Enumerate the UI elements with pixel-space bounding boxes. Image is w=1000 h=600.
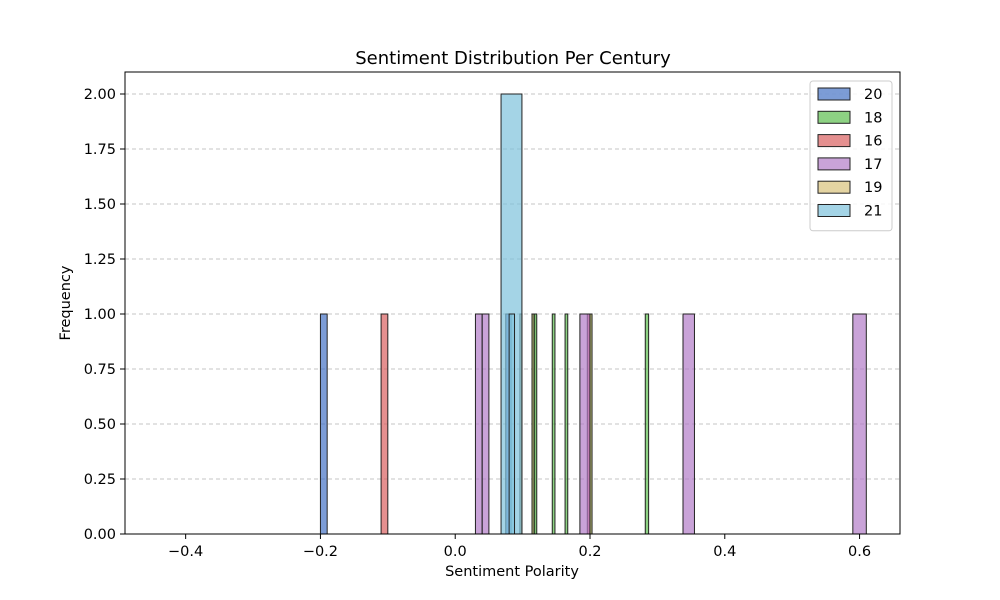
bar-16 (380, 313, 389, 535)
legend-label-17: 17 (864, 157, 882, 173)
legend-swatch-17 (817, 157, 851, 171)
legend-label-21: 21 (864, 204, 882, 220)
y-tick-label: 0.25 (84, 472, 116, 488)
y-tick-label: 1.50 (84, 197, 116, 213)
legend: 20 18 16 17 19 21 (809, 80, 893, 232)
y-tick-label: 1.00 (84, 307, 116, 323)
y-tick-label: 0.75 (84, 362, 116, 378)
plot-frame (124, 71, 901, 535)
y-tick-label: 0.50 (84, 417, 116, 433)
legend-swatch-18 (817, 110, 851, 124)
x-tick-label: −0.4 (168, 544, 203, 560)
y-tick-label: 0.00 (84, 527, 116, 543)
bar-18 (564, 313, 569, 535)
legend-swatch-21 (817, 204, 851, 217)
bar-17 (852, 313, 867, 535)
bar-21 (508, 313, 516, 535)
y-tick-label: 2.00 (84, 87, 116, 103)
bars (319, 93, 867, 535)
legend-swatch-19 (817, 180, 851, 194)
bar-17 (579, 313, 591, 535)
legend-label-20: 20 (864, 87, 882, 103)
y-axis-label: Frequency (58, 265, 74, 340)
x-tick-label: 0.6 (848, 544, 871, 560)
bar-17 (682, 313, 695, 535)
bar-19 (531, 313, 535, 535)
chart-title: Sentiment Distribution Per Century (355, 48, 671, 69)
bar-17 (474, 313, 483, 535)
bar-18 (644, 313, 650, 535)
x-tick-label: 0.4 (713, 544, 736, 560)
legend-swatch-20 (817, 87, 851, 101)
x-tick-label: 0.2 (578, 544, 601, 560)
legend-label-16: 16 (864, 134, 882, 150)
bar-19 (589, 313, 593, 535)
y-axis-ticks: 0.00 0.25 0.50 0.75 1.00 1.25 1.50 1.75 2.00 (84, 87, 125, 543)
x-tick-label: 0.0 (444, 544, 467, 560)
legend-swatch-16 (817, 134, 851, 148)
legend-label-18: 18 (864, 110, 882, 126)
bar-20 (319, 313, 328, 535)
bar-18 (551, 313, 556, 535)
y-tick-label: 1.25 (84, 252, 116, 268)
x-tick-label: −0.2 (303, 544, 338, 560)
x-axis-label: Sentiment Polarity (445, 564, 579, 580)
x-axis-ticks: −0.4 −0.2 0.0 0.2 0.4 0.6 (168, 534, 871, 560)
bar-17 (481, 313, 490, 535)
legend-label-19: 19 (864, 180, 882, 196)
y-tick-label: 1.75 (84, 142, 116, 158)
